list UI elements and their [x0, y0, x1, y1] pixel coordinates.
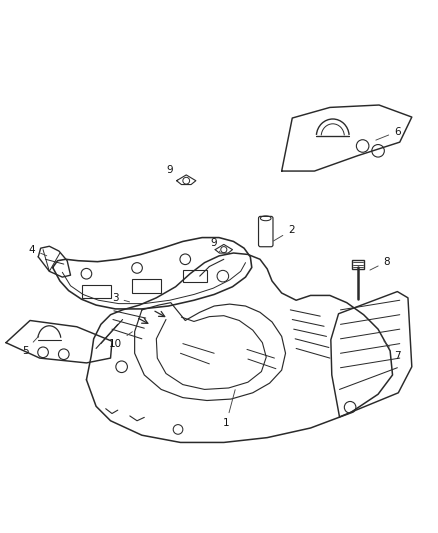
Text: 5: 5: [22, 336, 39, 356]
Text: 8: 8: [370, 257, 390, 270]
Bar: [81, 285, 110, 298]
Bar: [183, 270, 207, 282]
Text: 7: 7: [384, 341, 401, 361]
FancyBboxPatch shape: [258, 216, 273, 247]
Text: 10: 10: [109, 332, 132, 349]
Text: 6: 6: [376, 126, 401, 140]
Text: 2: 2: [273, 225, 295, 241]
Bar: [132, 279, 161, 293]
Text: 1: 1: [223, 390, 235, 428]
Text: 9: 9: [166, 165, 178, 180]
Text: 4: 4: [28, 245, 47, 256]
Text: 9: 9: [211, 238, 220, 252]
Text: 3: 3: [112, 293, 130, 303]
Bar: [352, 260, 364, 269]
